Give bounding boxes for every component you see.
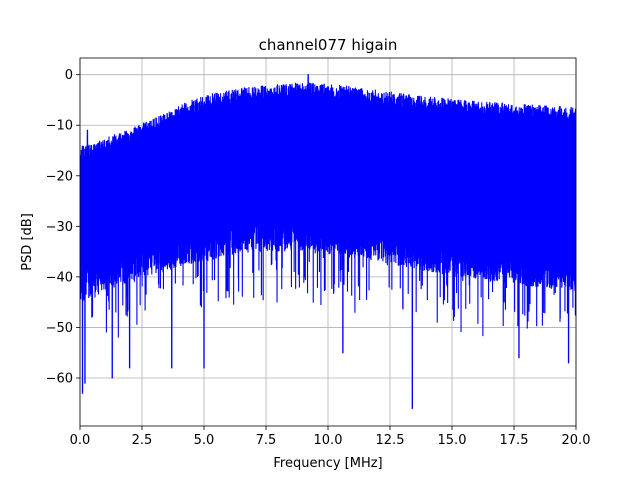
x-tick-label: 10.0 bbox=[314, 433, 343, 448]
psd-trace-line bbox=[80, 74, 576, 409]
series-psd bbox=[80, 74, 576, 409]
y-axis-label: PSD [dB] bbox=[20, 213, 35, 271]
x-tick-label: 20.0 bbox=[562, 433, 591, 448]
y-tick-label: −50 bbox=[46, 321, 73, 336]
y-tick-label: −40 bbox=[46, 270, 73, 285]
x-tick-label: 0.0 bbox=[70, 433, 91, 448]
y-tick-label: −30 bbox=[46, 220, 73, 235]
y-axis-ticks: 0 −10 −20 −30 −40 −50 −60 bbox=[46, 68, 80, 386]
y-tick-label: −60 bbox=[46, 371, 73, 386]
x-axis-ticks: 0.0 2.5 5.0 7.5 10.0 12.5 15.0 17.5 20.0 bbox=[70, 426, 591, 448]
x-tick-label: 2.5 bbox=[132, 433, 153, 448]
y-tick-label: −20 bbox=[46, 169, 73, 184]
x-tick-label: 12.5 bbox=[376, 433, 405, 448]
x-tick-label: 15.0 bbox=[438, 433, 467, 448]
x-tick-label: 17.5 bbox=[500, 433, 529, 448]
y-tick-label: −10 bbox=[46, 119, 73, 134]
x-axis-label: Frequency [MHz] bbox=[273, 456, 382, 471]
x-tick-label: 7.5 bbox=[256, 433, 277, 448]
chart-title: channel077 higain bbox=[259, 36, 398, 54]
x-tick-label: 5.0 bbox=[194, 433, 215, 448]
y-tick-label: 0 bbox=[65, 68, 73, 83]
